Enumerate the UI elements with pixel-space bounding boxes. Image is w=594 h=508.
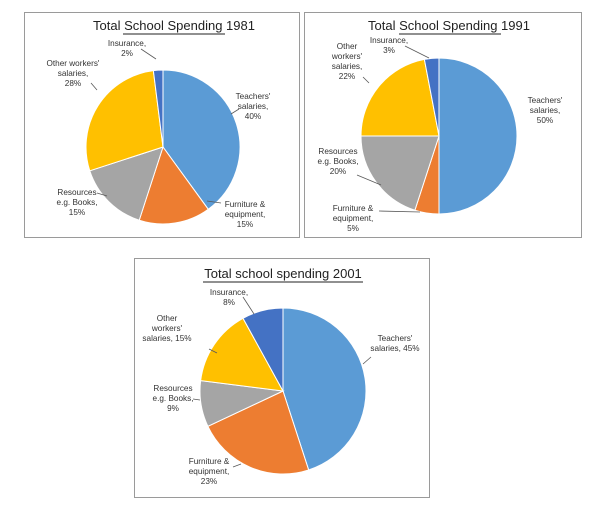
- pie-chart-1991: Total School Spending 1991 Teachers' salar…: [304, 12, 582, 238]
- data-label-resources-books: Resources e.g. Books, 15%: [57, 188, 98, 217]
- pie-chart-2001: Total school spending 2001 Teachers' salar…: [134, 258, 430, 498]
- leader-line-teachers-salaries: [362, 356, 372, 365]
- pie-slice-insurance: [423, 57, 440, 137]
- chart-title: Total School Spending 1991: [368, 18, 530, 33]
- pie-slice-teachers-salaries: [438, 57, 518, 215]
- data-label-teachers-salaries: Teachers' salaries, 40%: [236, 92, 271, 121]
- data-label-insurance: Insurance, 3%: [370, 36, 408, 55]
- leader-line-resources-books: [356, 174, 382, 186]
- leader-line-teachers-salaries: [230, 108, 240, 115]
- pie-slice-teachers-salaries: [282, 307, 367, 471]
- pie-slice-furniture-equipment: [207, 390, 310, 475]
- pie-slice-insurance: [152, 69, 164, 148]
- pie-slice-insurance: [242, 307, 284, 392]
- pie-svg: Total School Spending 1991 Teachers' salar…: [318, 18, 563, 233]
- leader-line-insurance: [242, 296, 255, 315]
- chart-title: Total School Spending 1981: [93, 18, 255, 33]
- leader-line-furniture-equipment: [206, 200, 222, 204]
- data-label-resources-books: Resources e.g. Books, 20%: [318, 147, 359, 176]
- pie-svg: Total School Spending 1981 Teachers' salar…: [47, 18, 271, 229]
- pie-slice-resources-books: [360, 135, 440, 211]
- pie-slice-other-workers-salaries: [360, 58, 440, 137]
- pie-slice-other-workers-salaries: [85, 70, 164, 172]
- data-label-other-workers-salaries: Other workers' salaries, 22%: [331, 42, 363, 81]
- pie-slice-furniture-equipment: [138, 145, 209, 225]
- leader-line-other-workers-salaries: [90, 82, 98, 91]
- data-label-furniture-equipment: Furniture & equipment, 23%: [189, 457, 230, 486]
- leader-line-insurance: [404, 45, 430, 59]
- leader-line-furniture-equipment: [378, 210, 421, 213]
- data-label-resources-books: Resources e.g. Books, 9%: [153, 384, 194, 413]
- pie-chart-1981: Total School Spending 1981 Teachers' salar…: [24, 12, 300, 238]
- data-label-furniture-equipment: Furniture & equipment, 15%: [225, 200, 266, 229]
- leader-line-furniture-equipment: [232, 463, 242, 468]
- data-label-insurance: Insurance, 8%: [210, 288, 248, 307]
- data-label-teachers-salaries: Teachers' salaries, 45%: [370, 334, 419, 353]
- pie-slice-other-workers-salaries: [200, 317, 284, 392]
- data-label-other-workers-salaries: Other workers' salaries, 15%: [142, 314, 191, 343]
- leader-line-other-workers-salaries: [208, 348, 218, 354]
- pie-svg: Total school spending 2001 Teachers' salar…: [142, 266, 419, 486]
- leader-line-resources-books: [96, 192, 108, 197]
- pie-slice-teachers-salaries: [162, 69, 241, 210]
- leader-line-resources-books: [192, 398, 201, 401]
- chart-title: Total school spending 2001: [204, 266, 362, 281]
- data-label-other-workers-salaries: Other workers' salaries, 28%: [47, 59, 100, 88]
- data-label-furniture-equipment: Furniture & equipment, 5%: [333, 204, 374, 233]
- leader-line-insurance: [140, 48, 157, 60]
- data-label-insurance: Insurance, 2%: [108, 39, 146, 58]
- data-label-teachers-salaries: Teachers' salaries, 50%: [528, 96, 563, 125]
- leader-line-other-workers-salaries: [362, 76, 370, 84]
